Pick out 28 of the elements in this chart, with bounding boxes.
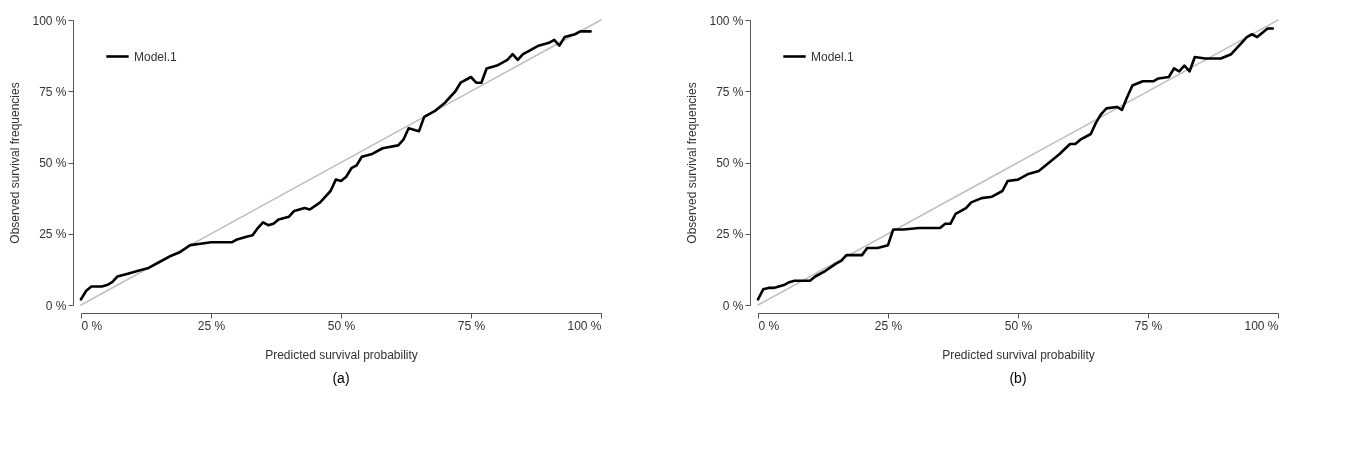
x-tick-label: 75 % (1134, 318, 1163, 333)
x-tick-label: 100 % (1244, 318, 1279, 333)
x-tick-label: 25 % (874, 318, 903, 333)
y-tick-label: 25 % (716, 227, 744, 242)
y-tick-label: 0 % (45, 298, 67, 313)
y-axis-title: Observed survival frequencies (685, 82, 700, 244)
text: (b) (1009, 370, 1027, 386)
legend-label: Model.1 (811, 49, 855, 64)
y-tick-label: 100 % (709, 13, 744, 28)
text: (a) (332, 370, 350, 386)
y-tick-label: 75 % (39, 84, 67, 99)
y-axis-title: Observed survival frequencies (8, 82, 23, 244)
x-tick-label: 50 % (1004, 318, 1033, 333)
x-tick-label: 0 % (81, 318, 103, 333)
y-tick-label: 75 % (716, 84, 744, 99)
y-tick-label: 50 % (716, 156, 744, 170)
legend-label: Model.1 (134, 49, 178, 64)
x-tick-label: 25 % (197, 318, 226, 333)
y-tick-label: 100 % (32, 13, 67, 28)
y-tick-label: 0 % (722, 298, 744, 313)
x-tick-label: 0 % (758, 318, 780, 333)
x-axis-title: Predicted survival probability (265, 347, 418, 362)
x-tick-label: 50 % (327, 318, 356, 333)
y-tick-label: 50 % (39, 156, 67, 170)
x-tick-label: 75 % (457, 318, 486, 333)
y-tick-label: 25 % (39, 227, 67, 242)
x-axis-title: Predicted survival probability (942, 347, 1095, 362)
x-tick-label: 100 % (567, 318, 602, 333)
